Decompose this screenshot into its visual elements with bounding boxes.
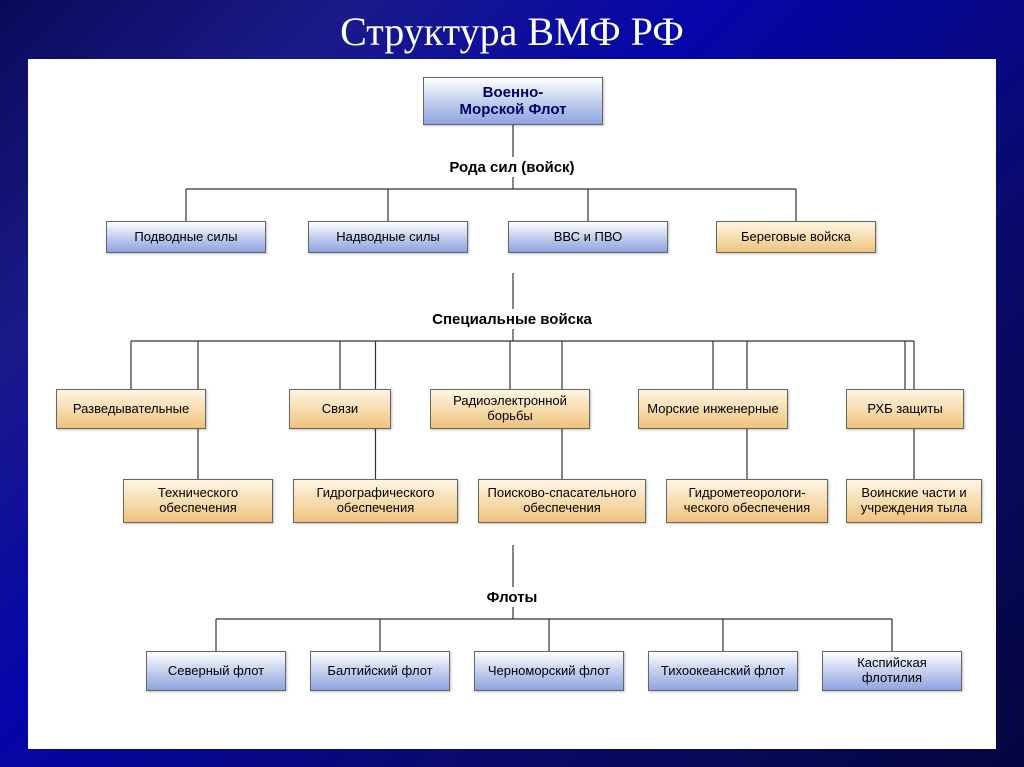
special-bottom-node-3: Гидрометеорологи-ческого обеспечения [666, 479, 828, 523]
org-chart: Военно- Морской Флот Рода сил (войск) Сп… [28, 59, 996, 749]
root-line2: Морской Флот [460, 101, 567, 118]
fleet-node-3: Тихоокеанский флот [648, 651, 798, 691]
fleet-node-0: Северный флот [146, 651, 286, 691]
special-top-node-3: Морские инженерные [638, 389, 788, 429]
forces-node-2: ВВС и ПВО [508, 221, 668, 253]
fleet-node-4: Каспийская флотилия [822, 651, 962, 691]
section-label-special: Специальные войска [28, 311, 996, 328]
section-label-forces: Рода сил (войск) [28, 159, 996, 176]
special-top-node-0: Разведывательные [56, 389, 206, 429]
special-top-node-2: Радиоэлектронной борьбы [430, 389, 590, 429]
special-bottom-node-0: Технического обеспечения [123, 479, 273, 523]
fleet-node-1: Балтийский флот [310, 651, 450, 691]
special-top-node-4: РХБ защиты [846, 389, 964, 429]
special-bottom-node-2: Поисково-спасательного обеспечения [478, 479, 646, 523]
slide-title: Структура ВМФ РФ [0, 0, 1024, 59]
special-top-node-1: Связи [289, 389, 391, 429]
root-node: Военно- Морской Флот [423, 77, 603, 125]
special-bottom-node-1: Гидрографического обеспечения [293, 479, 458, 523]
fleet-node-2: Черноморский флот [474, 651, 624, 691]
root-line1: Военно- [483, 84, 544, 101]
forces-node-1: Надводные силы [308, 221, 468, 253]
special-bottom-node-4: Воинские части и учреждения тыла [846, 479, 982, 523]
section-label-fleets: Флоты [28, 589, 996, 606]
forces-node-3: Береговые войска [716, 221, 876, 253]
forces-node-0: Подводные силы [106, 221, 266, 253]
